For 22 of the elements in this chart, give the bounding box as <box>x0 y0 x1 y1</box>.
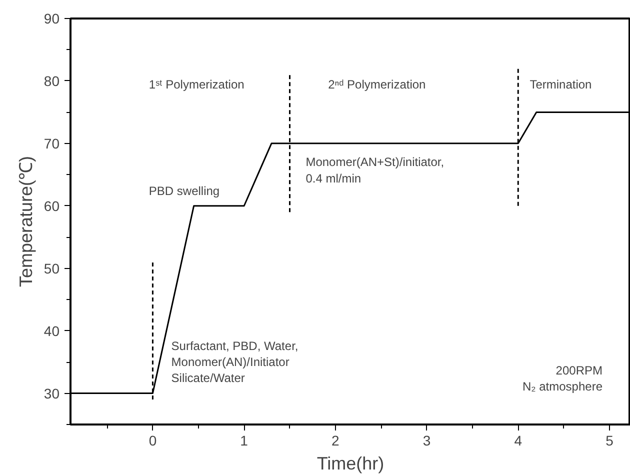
y-tick-label: 30 <box>44 385 60 402</box>
y-tick-label: 40 <box>44 322 60 339</box>
x-tick-label: 3 <box>422 432 431 448</box>
annotation: Monomer(AN+St)/initiator, 0.4 ml/min <box>306 155 444 186</box>
y-tick-label: 50 <box>44 260 60 276</box>
annotation: 1ˢᵗ Polymerization <box>148 78 244 92</box>
annotation: PBD swelling <box>148 184 220 198</box>
x-tick-label: 4 <box>514 432 522 448</box>
x-tick-label: 0 <box>148 432 157 448</box>
x-tick-label: 1 <box>240 432 248 448</box>
y-tick-label: 90 <box>44 10 60 26</box>
annotation: Surfactant, PBD, Water, Monomer(AN)/Initiator Silicate/Water <box>171 338 298 386</box>
x-axis-title: Time(hr) <box>316 454 384 474</box>
annotation: 2ⁿᵈ Polymerization <box>328 78 426 92</box>
x-tick-label: 5 <box>606 432 614 448</box>
annotation: 200RPM N₂ atmosphere <box>522 363 603 394</box>
annotation: Termination <box>530 78 592 92</box>
y-tick-label: 80 <box>44 72 60 89</box>
y-tick-label: 70 <box>44 135 60 152</box>
y-tick-label: 60 <box>44 198 60 214</box>
y-axis-title: Temperature(℃) <box>16 156 36 288</box>
x-tick-label: 2 <box>332 432 340 448</box>
